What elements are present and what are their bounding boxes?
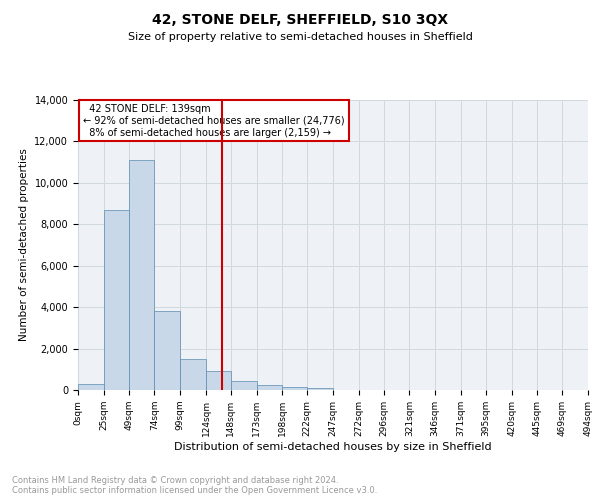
Bar <box>283 388 307 390</box>
Text: Size of property relative to semi-detached houses in Sheffield: Size of property relative to semi-detach… <box>128 32 472 42</box>
Bar <box>78 384 104 390</box>
Bar <box>180 359 206 390</box>
Bar <box>206 372 231 390</box>
Text: Contains HM Land Registry data © Crown copyright and database right 2024.
Contai: Contains HM Land Registry data © Crown c… <box>12 476 377 495</box>
X-axis label: Distribution of semi-detached houses by size in Sheffield: Distribution of semi-detached houses by … <box>174 442 492 452</box>
Bar <box>257 385 283 390</box>
Bar <box>104 210 128 390</box>
Bar <box>128 160 154 390</box>
Text: 42 STONE DELF: 139sqm
← 92% of semi-detached houses are smaller (24,776)
  8% of: 42 STONE DELF: 139sqm ← 92% of semi-deta… <box>83 104 345 138</box>
Text: 42, STONE DELF, SHEFFIELD, S10 3QX: 42, STONE DELF, SHEFFIELD, S10 3QX <box>152 12 448 26</box>
Bar <box>307 388 333 390</box>
Bar <box>154 312 180 390</box>
Bar <box>231 382 257 390</box>
Y-axis label: Number of semi-detached properties: Number of semi-detached properties <box>19 148 29 342</box>
